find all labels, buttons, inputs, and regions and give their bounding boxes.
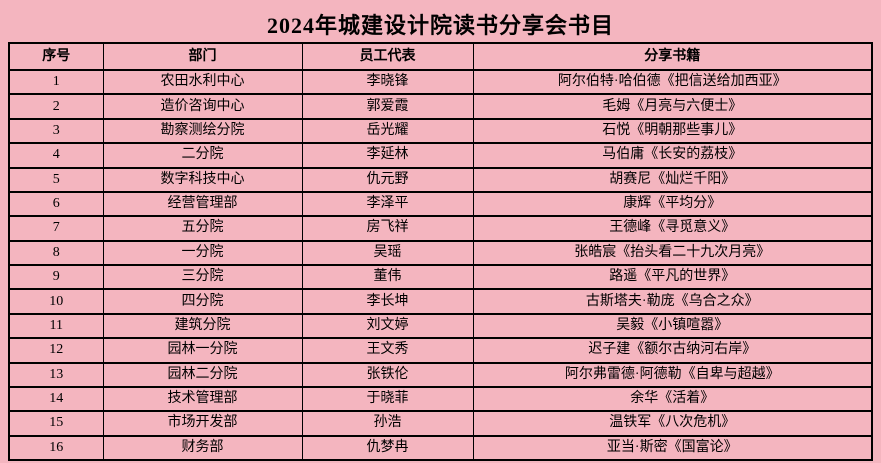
column-header-book: 分享书籍 [472,42,873,71]
cell-department: 勘察测绘分院 [102,117,303,145]
cell-representative: 李晓锋 [301,68,474,96]
cell-department: 二分院 [102,142,303,169]
cell-index: 5 [8,166,104,193]
cell-book: 阿尔弗雷德·阿德勒《自卑与超越》 [472,361,873,388]
table-row: 13 园林二分院 张铁伦 阿尔弗雷德·阿德勒《自卑与超越》 [8,361,873,388]
book-list-table: 序号 部门 员工代表 分享书籍 1 农田水利中心 李晓锋 阿尔伯特·哈伯德《把信送给加西亚》… [8,42,873,462]
table-row: 2 造价咨询中心 郭爱霞 毛姆《月亮与六便士》 [8,93,873,120]
header-row: 序号 部门 员工代表 分享书籍 [8,42,873,71]
cell-department: 一分院 [102,239,303,267]
cell-department: 建筑分院 [102,312,303,340]
cell-representative: 仇元野 [301,166,474,193]
table-row: 8 一分院 吴瑶 张皓宸《抬头看二十九次月亮》 [8,239,873,267]
table-row: 6 经营管理部 李泽平 康辉《平均分》 [8,190,873,218]
cell-index: 10 [8,288,104,315]
table-row: 15 市场开发部 孙浩 温铁军《八次危机》 [8,410,873,437]
cell-book: 亚当·斯密《国富论》 [472,434,873,462]
cell-department: 五分院 [102,215,303,242]
cell-book: 胡赛尼《灿烂千阳》 [472,166,873,193]
cell-index: 7 [8,215,104,242]
cell-index: 2 [8,93,104,120]
cell-department: 财务部 [102,434,303,462]
cell-index: 14 [8,385,104,413]
cell-book: 古斯塔夫·勒庞《乌合之众》 [472,288,873,315]
cell-representative: 吴瑶 [301,239,474,267]
cell-department: 三分院 [102,263,303,291]
cell-department: 市场开发部 [102,410,303,437]
cell-book: 温铁军《八次危机》 [472,410,873,437]
cell-index: 9 [8,263,104,291]
cell-book: 吴毅《小镇喧嚣》 [472,312,873,340]
cell-index: 3 [8,117,104,145]
cell-representative: 李泽平 [301,190,474,218]
cell-representative: 董伟 [301,263,474,291]
cell-book: 石悦《明朝那些事儿》 [472,117,873,145]
page-title: 2024年城建设计院读书分享会书目 [266,13,614,38]
cell-index: 13 [8,361,104,388]
table-row: 11 建筑分院 刘文婷 吴毅《小镇喧嚣》 [8,312,873,340]
cell-book: 王德峰《寻觅意义》 [472,215,873,242]
cell-department: 技术管理部 [102,385,303,413]
cell-book: 路遥《平凡的世界》 [472,263,873,291]
cell-index: 16 [8,434,104,462]
column-header-department: 部门 [102,42,303,71]
cell-representative: 孙浩 [301,410,474,437]
column-header-representative: 员工代表 [301,42,474,71]
table-row: 9 三分院 董伟 路遥《平凡的世界》 [8,263,873,291]
cell-book: 余华《活着》 [472,385,873,413]
cell-index: 4 [8,142,104,169]
cell-index: 8 [8,239,104,267]
cell-book: 迟子建《额尔古纳河右岸》 [472,337,873,364]
cell-index: 1 [8,68,104,96]
cell-index: 11 [8,312,104,340]
cell-representative: 刘文婷 [301,312,474,340]
table-row: 10 四分院 李长坤 古斯塔夫·勒庞《乌合之众》 [8,288,873,315]
cell-representative: 张铁伦 [301,361,474,388]
table-row: 12 园林一分院 王文秀 迟子建《额尔古纳河右岸》 [8,337,873,364]
cell-book: 张皓宸《抬头看二十九次月亮》 [472,239,873,267]
cell-department: 造价咨询中心 [102,93,303,120]
cell-representative: 李延林 [301,142,474,169]
table-row: 7 五分院 房飞祥 王德峰《寻觅意义》 [8,215,873,242]
table-row: 5 数字科技中心 仇元野 胡赛尼《灿烂千阳》 [8,166,873,193]
table-header: 序号 部门 员工代表 分享书籍 [8,42,873,71]
cell-representative: 仇梦冉 [301,434,474,462]
table-row: 4 二分院 李延林 马伯庸《长安的荔枝》 [8,142,873,169]
cell-representative: 李长坤 [301,288,474,315]
cell-book: 阿尔伯特·哈伯德《把信送给加西亚》 [472,68,873,96]
table-row: 1 农田水利中心 李晓锋 阿尔伯特·哈伯德《把信送给加西亚》 [8,68,873,96]
cell-representative: 王文秀 [301,337,474,364]
cell-representative: 房飞祥 [301,215,474,242]
cell-book: 毛姆《月亮与六便士》 [472,93,873,120]
cell-index: 12 [8,337,104,364]
cell-index: 6 [8,190,104,218]
cell-representative: 于晓菲 [301,385,474,413]
table-row: 3 勘察测绘分院 岳光耀 石悦《明朝那些事儿》 [8,117,873,145]
cell-book: 马伯庸《长安的荔枝》 [472,142,873,169]
cell-department: 四分院 [102,288,303,315]
table-row: 16 财务部 仇梦冉 亚当·斯密《国富论》 [8,434,873,462]
table-row: 14 技术管理部 于晓菲 余华《活着》 [8,385,873,413]
cell-department: 园林一分院 [102,337,303,364]
cell-index: 15 [8,410,104,437]
cell-department: 农田水利中心 [102,68,303,96]
cell-representative: 岳光耀 [301,117,474,145]
column-header-index: 序号 [8,42,104,71]
cell-representative: 郭爱霞 [301,93,474,120]
cell-department: 经营管理部 [102,190,303,218]
cell-department: 数字科技中心 [102,166,303,193]
cell-department: 园林二分院 [102,361,303,388]
cell-book: 康辉《平均分》 [472,190,873,218]
